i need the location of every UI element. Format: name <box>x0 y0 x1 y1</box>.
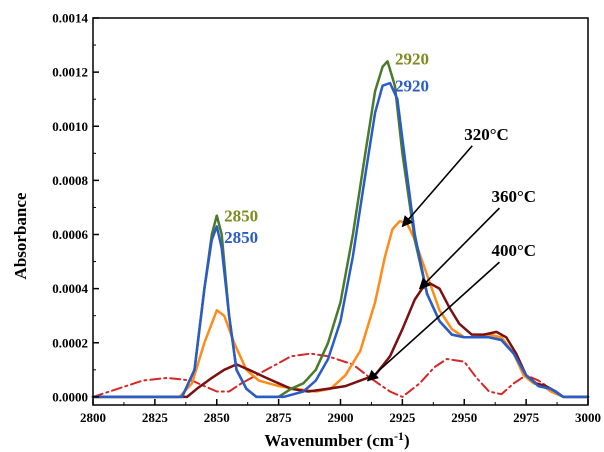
series-line-3 <box>91 60 590 399</box>
x-tick-label: 2825 <box>142 410 169 425</box>
peak-label: 2850 <box>224 228 258 247</box>
annotation-arrow <box>401 145 473 228</box>
y-tick-label: 0.0010 <box>52 119 88 134</box>
y-tick-label: 0.0008 <box>52 173 88 188</box>
x-tick-label: 2925 <box>389 410 416 425</box>
x-axis-label-sup: -1 <box>394 429 404 443</box>
series-layer <box>91 60 590 399</box>
x-tick-label: 2800 <box>80 410 106 425</box>
y-axis: 0.0000 0.0002 0.0004 0.0006 0.0008 0.0010 0.00… <box>52 11 99 404</box>
x-axis: 2800 2825 2850 2875 2900 2925 2950 2975 3000 <box>80 399 601 425</box>
annotations: 2920 2920 2850 2850 320°C 360°C 400°C <box>224 50 536 382</box>
x-tick-label: 2900 <box>328 410 354 425</box>
temperature-label: 400°C <box>491 241 536 260</box>
x-axis-label-main: Wavenumber (cm <box>264 431 394 450</box>
x-tick-label: 2975 <box>513 410 540 425</box>
y-tick-label: 0.0014 <box>52 11 88 26</box>
series-line-4 <box>91 81 590 399</box>
x-axis-label: Wavenumber (cm-1) <box>264 429 409 450</box>
y-tick-label: 0.0004 <box>52 281 88 296</box>
y-axis-label: Absorbance <box>11 192 30 279</box>
y-tick-label: 0.0000 <box>52 389 88 404</box>
x-tick-label: 2875 <box>266 410 293 425</box>
peak-label: 2920 <box>395 50 429 69</box>
series-line-0 <box>92 352 589 398</box>
x-axis-label-close: ) <box>404 431 410 450</box>
peak-label: 2850 <box>224 207 258 226</box>
plot-frame <box>92 17 589 406</box>
temperature-label: 320°C <box>464 125 509 144</box>
x-tick-label: 2950 <box>451 410 477 425</box>
temperature-label: 360°C <box>491 187 536 206</box>
y-tick-label: 0.0012 <box>52 65 88 80</box>
annotation-arrow <box>366 261 501 382</box>
x-tick-label: 3000 <box>575 410 601 425</box>
y-tick-label: 0.0002 <box>52 335 88 350</box>
y-tick-label: 0.0006 <box>52 227 88 242</box>
annotation-arrow <box>418 207 501 290</box>
x-tick-label: 2850 <box>204 410 230 425</box>
peak-label: 2920 <box>395 77 429 96</box>
